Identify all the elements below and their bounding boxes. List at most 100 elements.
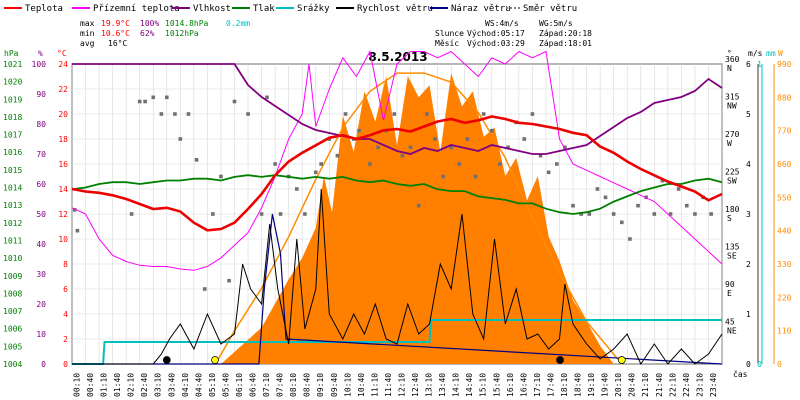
time-axis-tick: 09:10 [316,373,325,397]
solar-max-curve [214,72,623,365]
time-axis-tick: 19:10 [587,373,596,397]
humidity-axis-tick: 50 [36,210,46,219]
wind-direction-point [143,99,147,104]
time-axis-tick: 21:10 [641,373,650,397]
pressure-axis-tick: 1007 [3,307,22,316]
time-axis-tick: 14:10 [452,373,461,397]
solar-axis-tick: 0 [777,360,782,369]
pressure-axis-tick: 1004 [3,360,22,369]
wind-direction-point [530,112,535,116]
legend-label-srazky: Srážky [297,4,330,14]
humidity-axis-tick: 0 [41,360,46,369]
time-axis-tick: 12:10 [398,373,407,397]
wind-direction-point [164,95,169,100]
wind-direction-point [75,228,80,233]
wind-direction-point [178,137,183,141]
wind-direction-axis-tick: 225 [725,168,740,177]
humidity-axis-tick: 30 [36,270,46,279]
wind-direction-point [498,162,502,166]
pressure-line [71,174,723,215]
temperature-axis-tick: 6 [63,285,68,294]
wind-direction-point [538,153,543,158]
humidity-axis-tick: 70 [36,150,46,159]
sun-moon-block: WS:4m/s WG:5m/s Slunce Východ:05:17 Zápa… [435,19,592,48]
wind-direction-point [652,212,657,216]
pressure-axis-tick: 1010 [3,254,22,263]
ground-temperature-layer [71,50,723,271]
time-axis-tick: 04:40 [194,373,203,397]
wind-direction-point [392,112,397,116]
pressure-axis-tick: 1019 [3,95,22,104]
wind-speed-axis-tick: 4 [746,160,751,169]
temperature-axis-tick: 4 [63,310,68,319]
wind-direction-point [408,145,413,150]
time-axis-tick: 00:10 [73,373,82,397]
time-axis-tick: 11:10 [370,373,379,397]
solar-axis: W 0 110 220 330 440 550 660 770 880 990 [773,49,792,369]
wind-direction-point [129,212,134,216]
legend-item-srazky: Srážky [276,4,330,14]
wind-direction-point [186,112,191,116]
wind-speed-layer [72,188,723,366]
humidity-axis-tick: 60 [36,180,46,189]
wind-direction-point [489,128,494,133]
stats-max-hum: 100% [140,19,159,28]
time-axis-tick: 09:40 [330,373,339,397]
moonset-time: Západ:18:01 [539,39,592,48]
time-axis-tick: 14:40 [465,373,474,397]
temperature-axis-unit: °C [57,49,67,58]
solar-axis-tick: 440 [777,227,792,236]
temperature-axis-tick: 12 [58,210,68,219]
stats-block: max 19.9°C 100% 1014.8hPa 0.2mm min 10.6… [80,19,250,48]
wind-direction-axis-tick-dir: NW [727,102,737,111]
wind-speed-summary: WS:4m/s [485,19,519,28]
time-axis-tick: 17:10 [533,373,542,397]
stats-max-temp: 19.9°C [101,19,130,28]
temperature-axis-tick: 22 [58,85,68,94]
time-axis-label: čas [733,369,748,379]
wind-gust-summary: WG:5m/s [539,19,573,28]
humidity-layer [72,63,723,155]
legend-label-prizemni-teplota: Přízemní teplota [93,4,180,14]
wind-direction-point [660,178,665,183]
wind-speed-line [72,188,723,366]
wind-direction-point [303,212,307,216]
legend-label-tlak: Tlak [253,4,275,14]
wind-speed-axis-tick: 3 [746,210,751,219]
time-axis-tick: 07:10 [262,373,271,397]
wind-direction-point [357,128,361,133]
time-axis-tick: 06:40 [249,373,258,397]
time-axis-tick: 16:10 [506,373,515,397]
humidity-axis-unit: % [38,49,43,58]
temperature-axis-tick: 16 [58,160,68,169]
pressure-axis-tick: 1013 [3,201,22,210]
solar-axis-tick: 880 [777,93,792,102]
temperature-axis-tick: 8 [63,260,68,269]
sunset-time: Západ:20:18 [539,29,592,38]
time-axis-tick: 15:10 [479,373,488,397]
pressure-axis-tick: 1015 [3,166,22,175]
wind-direction-point [636,203,640,208]
rain-axis-tick: 1 [757,60,762,69]
pressure-axis-tick: 1018 [3,113,22,122]
legend-label-smer-vetru: Směr větru [523,4,577,14]
wind-direction-point [457,162,462,166]
time-axis-tick: 12:40 [411,373,420,397]
time-axis-tick: 03:10 [154,373,163,397]
solar-axis-tick: 550 [777,193,792,202]
wind-direction-point [416,203,421,208]
sun-moon-markers [162,356,626,364]
stats-max-press: 1014.8hPa [165,19,209,28]
temperature-axis-tick: 20 [58,110,68,119]
humidity-axis-tick: 10 [36,330,46,339]
time-axis-tick: 15:40 [492,373,501,397]
pressure-axis-tick: 1020 [3,78,22,87]
wind-direction-point [159,112,164,116]
wind-direction-point [72,208,77,212]
wind-direction-point [433,137,437,141]
temperature-layer [71,115,723,232]
wind-direction-axis-tick-dir: NE [727,327,737,336]
time-axis-tick: 02:40 [140,373,149,397]
time-axis-tick: 03:40 [167,373,176,397]
